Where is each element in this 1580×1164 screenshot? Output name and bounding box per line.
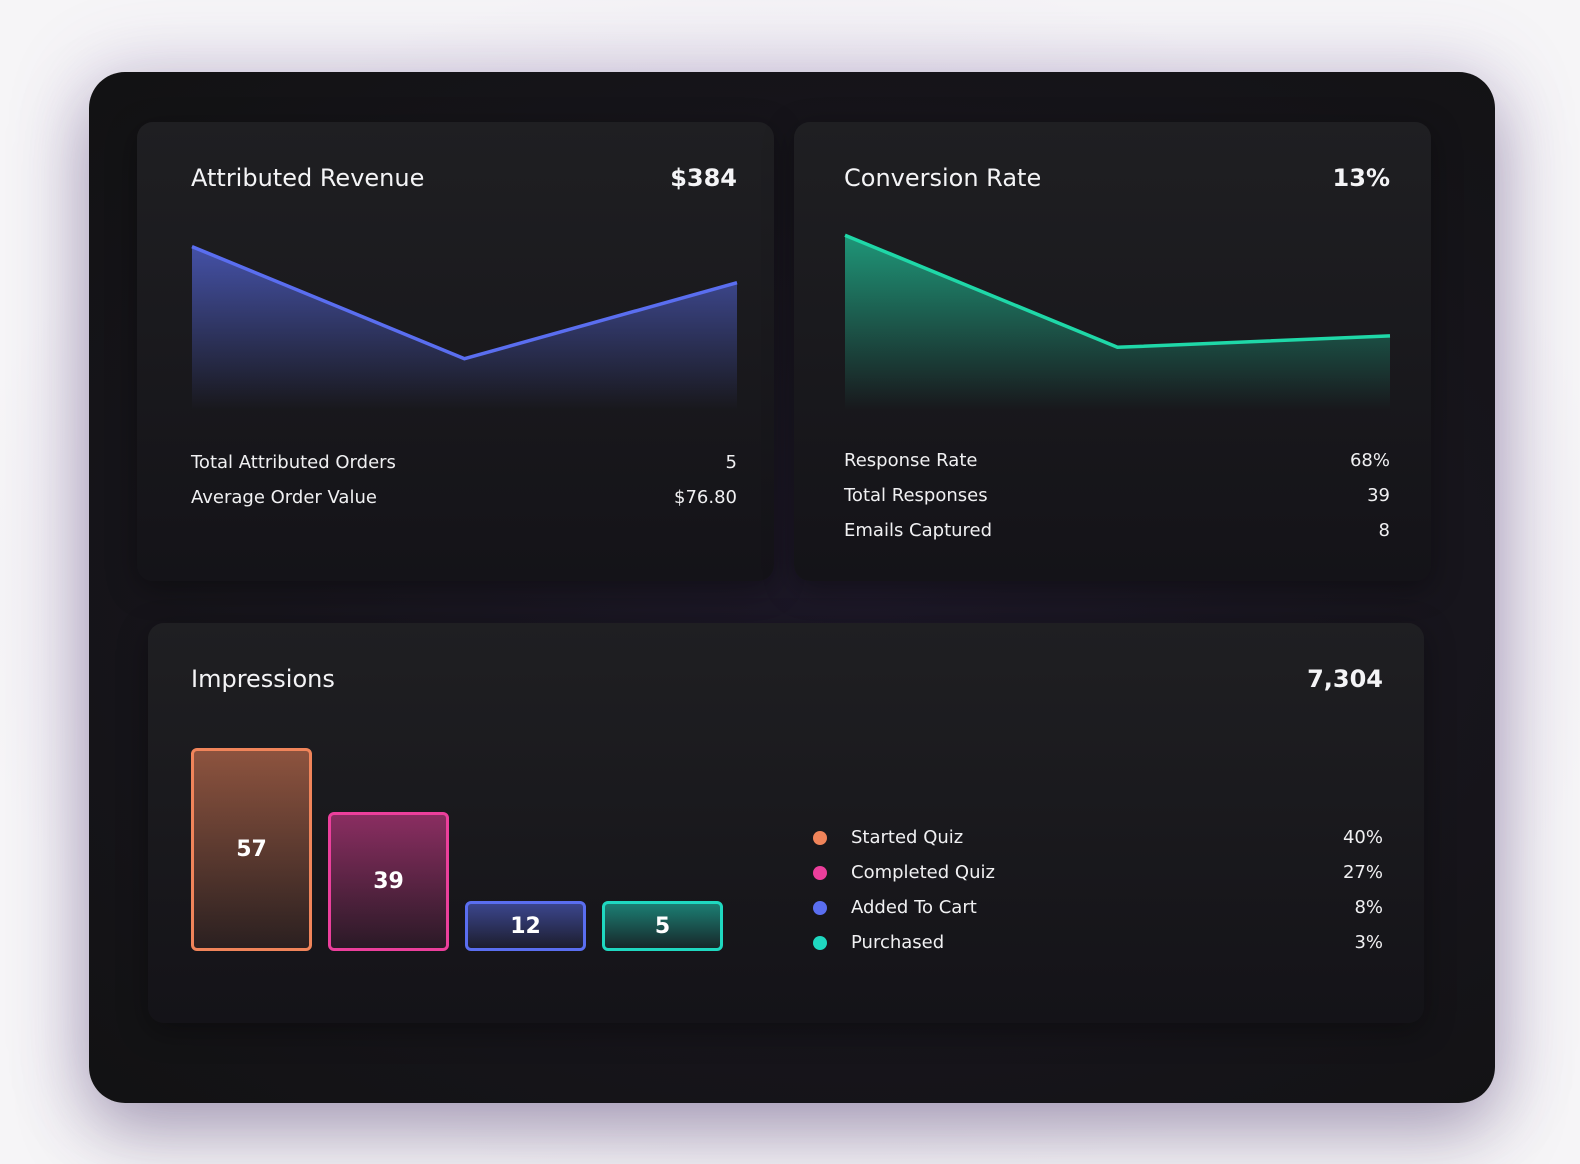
revenue-value: $384 (670, 164, 737, 192)
bar-value-label: 57 (236, 837, 267, 862)
chart-area-fill (845, 235, 1390, 410)
revenue-stat-value-aov: $76.80 (674, 487, 737, 508)
bar-started-quiz: 57 (191, 748, 312, 951)
legend-value-added-to-cart: 8% (1354, 897, 1383, 918)
revenue-stat-label-aov: Average Order Value (191, 487, 377, 508)
conversion-stat-label-response-rate: Response Rate (844, 450, 978, 471)
legend-label-purchased: Purchased (851, 932, 945, 953)
impressions-title: Impressions (191, 665, 335, 693)
revenue-area-chart (191, 244, 738, 410)
legend-value-completed-quiz: 27% (1342, 862, 1383, 883)
legend-label-started-quiz: Started Quiz (851, 827, 964, 848)
conversion-title: Conversion Rate (844, 164, 1042, 192)
revenue-card: Attributed Revenue $384 Total Attributed… (137, 122, 774, 581)
bar-completed-quiz: 39 (328, 812, 449, 951)
conversion-stat-value-emails: 8 (1378, 520, 1390, 541)
revenue-stat-label-orders: Total Attributed Orders (191, 452, 396, 473)
impressions-card: Impressions 7,304 57 39 12 5 Started Quiz 4… (148, 623, 1424, 1023)
conversion-stat-label-emails: Emails Captured (844, 520, 993, 541)
legend-value-purchased: 3% (1354, 932, 1383, 953)
chart-series-line (191, 244, 738, 361)
conversion-value: 13% (1332, 164, 1390, 192)
conversion-stat-label-total-responses: Total Responses (844, 485, 988, 506)
legend-label-completed-quiz: Completed Quiz (851, 862, 995, 883)
legend-dot-started-quiz (813, 831, 827, 845)
chart-area-fill (192, 246, 737, 410)
conversion-stat-value-total-responses: 39 (1367, 485, 1390, 506)
legend-dot-purchased (813, 936, 827, 950)
bar-added-to-cart: 12 (465, 901, 586, 951)
legend-dot-completed-quiz (813, 866, 827, 880)
legend-value-started-quiz: 40% (1342, 827, 1383, 848)
conversion-stat-value-response-rate: 68% (1349, 450, 1390, 471)
revenue-stat-value-orders: 5 (725, 452, 737, 473)
legend-dot-added-to-cart (813, 901, 827, 915)
bar-purchased: 5 (602, 901, 723, 951)
conversion-card: Conversion Rate 13% Response Rate 68% To… (794, 122, 1431, 581)
bar-value-label: 12 (510, 913, 541, 939)
bar-value-label: 39 (373, 869, 404, 894)
impressions-value: 7,304 (1307, 665, 1383, 693)
revenue-title: Attributed Revenue (191, 164, 425, 192)
legend-label-added-to-cart: Added To Cart (851, 897, 977, 918)
bar-value-label: 5 (654, 913, 671, 939)
chart-series-line (844, 233, 1391, 350)
conversion-area-chart (844, 233, 1391, 410)
